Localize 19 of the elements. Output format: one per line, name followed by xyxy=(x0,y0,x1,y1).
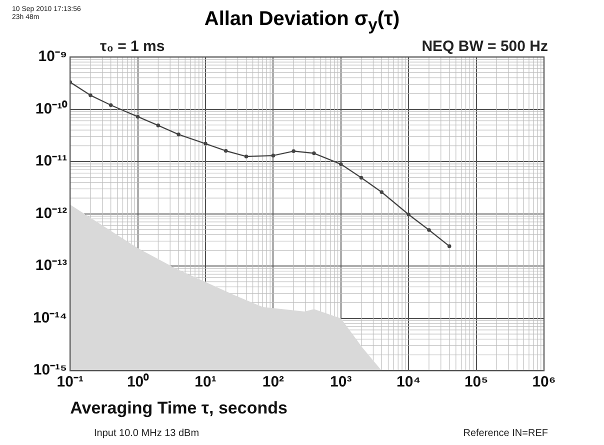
y-tick-label: 10⁻¹³ xyxy=(35,257,68,274)
y-tick-label: 10⁻⁹ xyxy=(38,48,68,66)
x-tick-label: 10² xyxy=(262,374,284,391)
x-tick-label: 10³ xyxy=(330,374,352,391)
y-tick-label: 10⁻¹⁴ xyxy=(32,309,68,326)
x-tick-label: 10⁴ xyxy=(396,374,421,391)
y-tick-label: 10⁻¹² xyxy=(35,204,68,222)
chart-title: Allan Deviation σ$_{y}$(τ) xyxy=(204,8,400,34)
y-tick-label: 10⁻¹⁰ xyxy=(35,99,68,118)
x-tick-label: 10⁶ xyxy=(532,374,556,391)
x-tick-label: 10¹ xyxy=(194,374,216,391)
text: τ₀ = 1 ms xyxy=(100,38,165,55)
text: Input 10.0 MHz 13 dBm xyxy=(94,428,200,439)
x-tick-label: 10⁰ xyxy=(126,372,150,391)
text: NEQ BW = 500 Hz xyxy=(422,38,548,55)
x-tick-label: 10⁵ xyxy=(464,374,488,391)
text: Reference IN=REF xyxy=(463,428,548,439)
y-tick-label: 10⁻¹¹ xyxy=(35,152,68,170)
x-axis-title: Averaging Time τ, seconds xyxy=(70,398,288,418)
